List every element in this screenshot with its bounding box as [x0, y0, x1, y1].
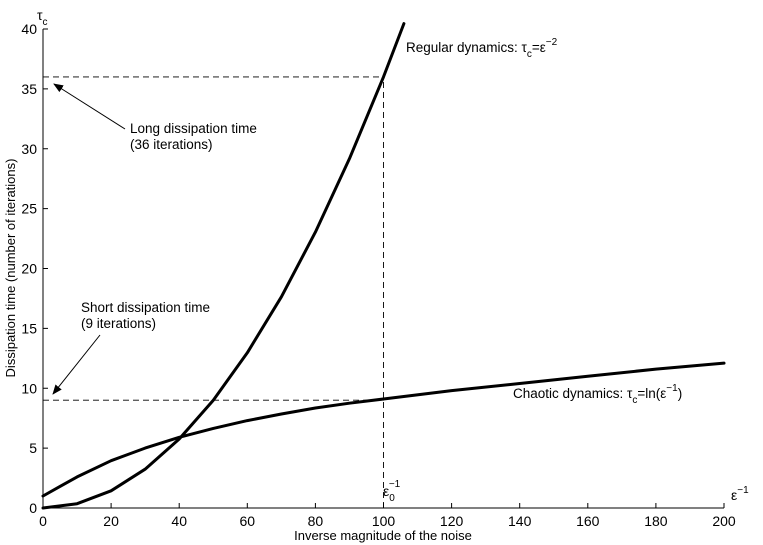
y-tick-label: 0 [29, 500, 37, 516]
reference-lines [43, 76, 384, 508]
x-tick-label: 200 [712, 513, 736, 529]
y-tick-label: 15 [21, 320, 37, 336]
y-tick-label: 40 [21, 21, 37, 37]
x-tick-label: 180 [644, 513, 668, 529]
x-tick-label: 60 [240, 513, 256, 529]
series-group [41, 22, 726, 510]
x-tick-label: 20 [103, 513, 119, 529]
y-axis-label: Dissipation time (number of iterations) [3, 159, 18, 378]
long-dissipation-annotation: Long dissipation time (36 iterations) [130, 121, 257, 152]
x-ticks: 0 20 40 60 80 100 120 140 160 180 200 [39, 503, 736, 529]
y-tick-label: 30 [21, 141, 37, 157]
y-tick-label: 25 [21, 201, 37, 217]
y-ticks: 0 5 10 15 20 25 30 35 40 [21, 21, 48, 516]
x-tick-label: 120 [440, 513, 464, 529]
x-tick-label: 0 [39, 513, 47, 529]
y-tick-label: 20 [21, 261, 37, 277]
x-tick-label: 80 [308, 513, 324, 529]
chaotic-dynamics-line [41, 361, 726, 498]
x-tick-label: 100 [372, 513, 396, 529]
y-tick-label: 10 [21, 380, 37, 396]
y-tick-label: 5 [29, 440, 37, 456]
short-dissipation-annotation: Short dissipation time (9 iterations) [81, 300, 210, 331]
x-axis-label: Inverse magnitude of the noise [294, 528, 472, 543]
x-axis-symbol: ε−1 [731, 485, 749, 503]
y-axis-symbol: τc [37, 7, 48, 28]
y-tick-label: 35 [21, 81, 37, 97]
epsilon0-label: ε0−1 [383, 479, 401, 504]
x-tick-label: 140 [508, 513, 532, 529]
x-tick-label: 160 [576, 513, 600, 529]
regular-series-label: Regular dynamics: τc=ε−2 [406, 37, 558, 60]
x-tick-label: 40 [171, 513, 187, 529]
short-dissipation-arrow [52, 334, 101, 395]
long-dissipation-arrow [53, 83, 126, 130]
regular-dynamics-line [41, 22, 406, 510]
chaotic-series-label: Chaotic dynamics: τc=ln(ε−1) [513, 383, 682, 406]
